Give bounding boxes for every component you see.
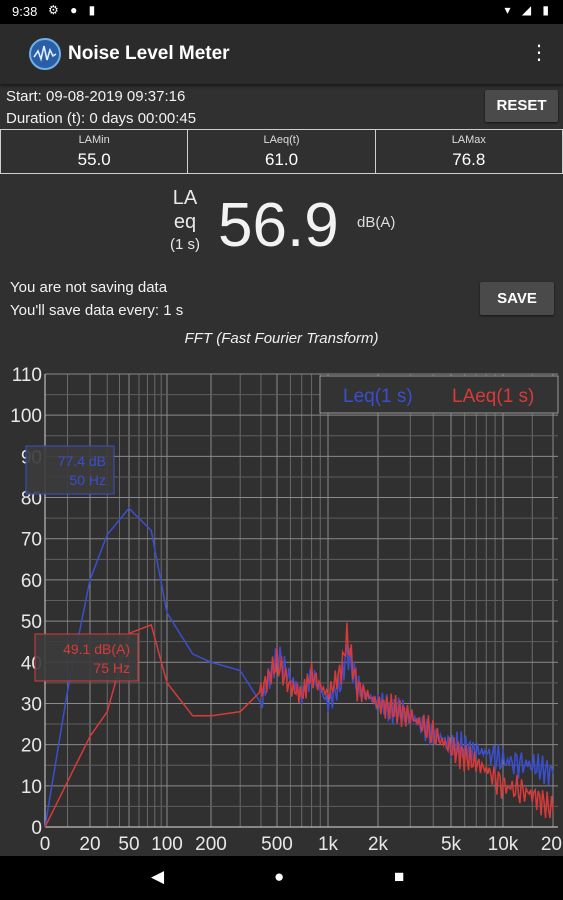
- home-icon[interactable]: ●: [274, 867, 285, 886]
- app-logo-icon: [29, 38, 61, 70]
- stat-label: LAMin: [78, 134, 110, 146]
- annotation-box: [25, 445, 115, 495]
- annotation-frequency: 50 Hz: [69, 472, 106, 488]
- y-tick-label: 30: [21, 694, 42, 715]
- y-tick-label: 20: [21, 736, 42, 757]
- x-tick-label: 10k: [488, 834, 519, 855]
- x-tick-label: 20: [541, 834, 562, 855]
- save-button[interactable]: SAVE: [480, 282, 554, 315]
- y-tick-label: 10: [21, 777, 42, 798]
- annotation-value: 49.1 dB(A): [63, 641, 130, 657]
- annotation-box: [34, 633, 139, 682]
- reading-label-line2: eq: [173, 211, 197, 233]
- more-options-icon[interactable]: ⋮: [529, 42, 549, 64]
- annotation-value: 77.4 dB: [58, 453, 106, 469]
- app-bar: Noise Level Meter ⋮: [0, 24, 563, 84]
- chart-title: FFT (Fast Fourier Transform): [184, 330, 379, 347]
- app-title: Noise Level Meter: [68, 43, 230, 64]
- annotation-frequency: 75 Hz: [93, 660, 130, 676]
- x-tick-label: 0: [40, 834, 51, 855]
- reading-label: LA eq (1 s): [160, 186, 210, 256]
- y-tick-label: 110: [12, 365, 42, 386]
- x-tick-label: 50: [118, 834, 139, 855]
- stat-label: LAeq(t): [263, 134, 300, 146]
- x-tick-label: 500: [261, 834, 293, 855]
- saving-interval: You'll save data every: 1 s: [10, 302, 184, 319]
- reading-label-line1: LA: [172, 187, 198, 209]
- legend-item-leq: Leq(1 s): [343, 386, 413, 407]
- y-tick-label: 60: [21, 571, 42, 592]
- x-tick-label: 1k: [318, 834, 339, 855]
- back-icon[interactable]: ◀: [151, 867, 165, 886]
- x-tick-label: 200: [195, 834, 227, 855]
- stat-label: LAMax: [451, 134, 486, 146]
- x-tick-label: 5k: [441, 834, 462, 855]
- status-time: 9:38: [12, 4, 38, 19]
- y-tick-label: 50: [21, 612, 42, 633]
- stat-laeq-t: LAeq(t) 61.0: [187, 130, 374, 173]
- legend-item-laeq: LAeq(1 s): [452, 386, 534, 407]
- stat-value: 61.0: [264, 150, 299, 169]
- x-tick-label: 2k: [368, 834, 389, 855]
- status-bar: 9:38 ⚙ ● ▮ ▾ ◢ ▮: [0, 0, 563, 24]
- stat-value: 76.8: [452, 150, 486, 169]
- status-notification-icons: ⚙ ● ▮: [48, 3, 100, 17]
- x-tick-label: 100: [151, 834, 183, 855]
- y-tick-label: 0: [31, 818, 42, 839]
- series-line-laeq: [44, 622, 554, 828]
- legend-box: [319, 375, 559, 414]
- reading-unit: dB(A): [357, 214, 396, 231]
- reading-value: 56.9: [218, 191, 339, 260]
- status-system-icons: ▾ ◢ ▮: [504, 3, 553, 17]
- reset-button[interactable]: RESET: [485, 90, 558, 122]
- stat-lamin: LAMin 55.0: [0, 130, 187, 173]
- saving-status: You are not saving data: [10, 279, 168, 296]
- stat-lamax: LAMax 76.8: [374, 130, 563, 173]
- y-tick-label: 100: [10, 406, 42, 427]
- fft-chart: 0102030405060708090100110020501002005001…: [10, 365, 562, 855]
- stat-value: 55.0: [77, 150, 111, 169]
- recents-icon[interactable]: ■: [394, 867, 405, 886]
- duration: Duration (t): 0 days 00:00:45: [6, 110, 197, 127]
- x-tick-label: 20: [79, 834, 100, 855]
- y-tick-label: 70: [21, 530, 42, 551]
- reading-label-line3: (1 s): [170, 236, 200, 253]
- navigation-bar: ◀ ● ■: [0, 856, 563, 900]
- start-time: Start: 09-08-2019 09:37:16: [6, 88, 186, 105]
- stats-row: LAMin 55.0 LAeq(t) 61.0 LAMax 76.8: [0, 129, 563, 174]
